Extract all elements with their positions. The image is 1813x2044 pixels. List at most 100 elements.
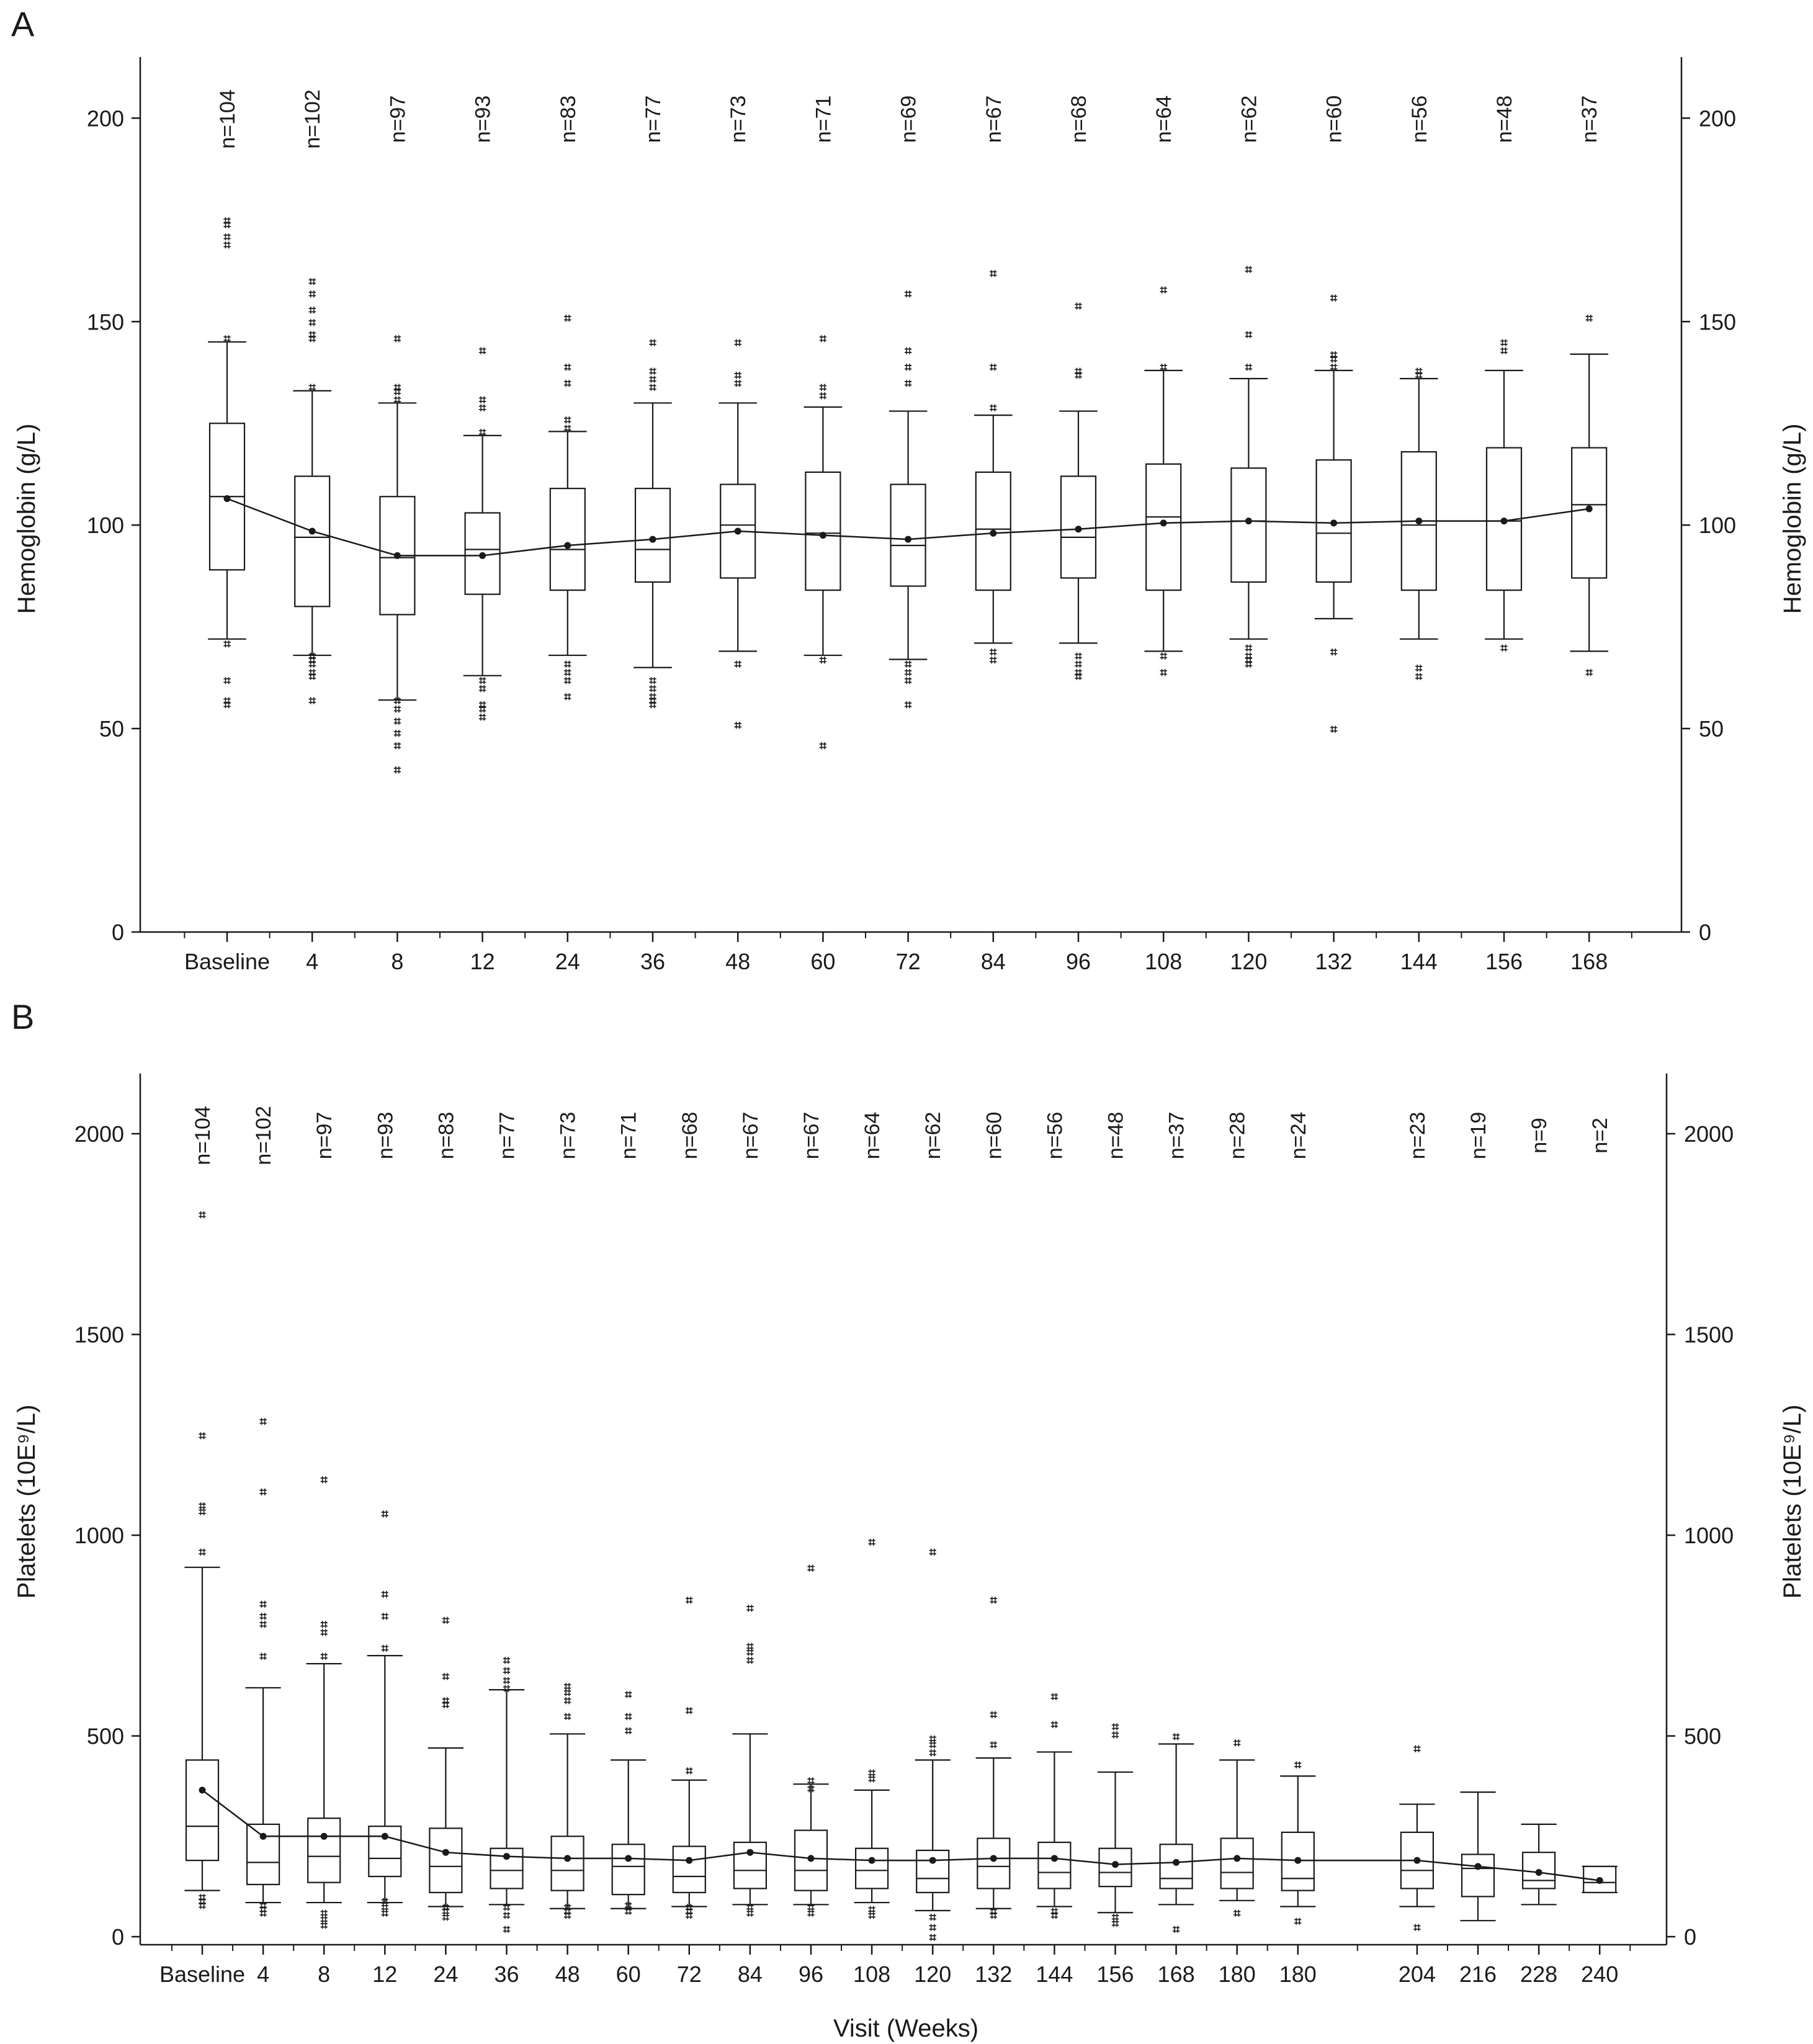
n-label: n=71 — [812, 96, 835, 143]
x-tick-label: 204 — [1399, 1961, 1436, 1987]
outlier-marker: ⌗ — [648, 699, 656, 712]
n-label: n=93 — [374, 1112, 397, 1160]
outlier-marker: ⌗ — [308, 670, 316, 684]
box-17: 180 n=28 ⌗ ⌗ — [1219, 1112, 1256, 1987]
x-tick-label: 24 — [433, 1961, 458, 1987]
outlier-marker: ⌗ — [478, 393, 486, 407]
outlier-marker: ⌗ — [259, 1618, 267, 1631]
outlier-marker: ⌗ — [320, 1919, 328, 1933]
y-tick-label-left: 0 — [112, 920, 124, 945]
outlier-marker: ⌗ — [1294, 1915, 1302, 1929]
n-label: n=102 — [252, 1106, 275, 1165]
outlier-marker: ⌗ — [746, 1901, 754, 1915]
outlier-marker: ⌗ — [320, 1913, 328, 1927]
outlier-marker: ⌗ — [807, 1783, 815, 1796]
outlier-marker: ⌗ — [648, 373, 656, 387]
box-18: 180 n=24 ⌗ ⌗ — [1279, 1112, 1317, 1987]
mean-point — [625, 1855, 632, 1862]
mean-point — [503, 1853, 510, 1860]
panel-b: B Platelets (10E⁹/L) Platelets (10E⁹/L) … — [11, 997, 1806, 2042]
box-21: 228 n=9 — [1520, 1118, 1557, 1987]
outlier-marker: ⌗ — [393, 739, 401, 753]
panel-b-label: B — [11, 997, 34, 1036]
outlier-marker: ⌗ — [929, 1911, 937, 1925]
outlier-marker: ⌗ — [563, 1909, 571, 1922]
n-label: n=60 — [982, 1112, 1006, 1160]
outlier-marker: ⌗ — [381, 1642, 389, 1656]
outlier-marker: ⌗ — [1413, 1742, 1421, 1756]
outlier-marker: ⌗ — [308, 287, 316, 301]
x-tick-label: 36 — [494, 1961, 519, 1987]
outlier-marker: ⌗ — [563, 691, 571, 704]
outlier-marker: ⌗ — [648, 674, 656, 688]
outlier-marker: ⌗ — [648, 683, 656, 696]
mean-point — [819, 532, 826, 539]
outlier-marker: ⌗ — [929, 1732, 937, 1746]
mean-point — [868, 1857, 875, 1864]
mean-point — [1585, 505, 1593, 513]
outlier-marker: ⌗ — [308, 694, 316, 708]
y-tick-label-left: 1000 — [74, 1523, 124, 1548]
outlier-marker: ⌗ — [223, 637, 231, 651]
outlier-marker: ⌗ — [685, 1905, 693, 1919]
box-7: 60n=71⌗⌗⌗⌗⌗ — [611, 1112, 647, 1987]
outlier-marker: ⌗ — [381, 1895, 389, 1909]
outlier-marker: ⌗ — [563, 1905, 571, 1919]
x-tick-label: Baseline — [184, 949, 270, 974]
outlier-marker: ⌗ — [308, 658, 316, 671]
x-tick-label: 240 — [1581, 1961, 1618, 1987]
x-tick-label: 8 — [391, 949, 403, 974]
outlier-marker: ⌗ — [1330, 349, 1338, 362]
outlier-marker: ⌗ — [442, 1911, 450, 1925]
x-tick-label: 96 — [1066, 949, 1091, 974]
outlier-marker: ⌗ — [393, 385, 401, 399]
outlier-marker: ⌗ — [685, 1909, 693, 1922]
panel-b-plot: 0 0 500 500 1000 1000 1500 1500 2000 2000 Baseline… — [74, 1074, 1734, 1987]
mean-point — [442, 1849, 449, 1856]
n-label: n=93 — [472, 96, 495, 143]
outlier-marker: ⌗ — [198, 1895, 206, 1909]
x-tick-label: 12 — [372, 1961, 397, 1987]
outlier-marker: ⌗ — [734, 377, 742, 391]
outlier-marker: ⌗ — [478, 674, 486, 688]
outlier-marker: ⌗ — [989, 645, 997, 659]
mean-point — [1330, 519, 1338, 527]
outlier-marker: ⌗ — [624, 1905, 632, 1919]
outlier-marker: ⌗ — [563, 414, 571, 428]
n-label: n=67 — [800, 1112, 823, 1160]
outlier-marker: ⌗ — [1415, 670, 1423, 684]
mean-point — [990, 1855, 997, 1862]
outlier-marker: ⌗ — [929, 1738, 937, 1752]
n-label: n=71 — [617, 1112, 641, 1160]
x-tick-label: 84 — [738, 1961, 763, 1987]
outlier-marker: ⌗ — [1585, 312, 1593, 326]
outlier-marker: ⌗ — [819, 333, 827, 346]
outlier-marker: ⌗ — [1074, 670, 1082, 684]
outlier-marker: ⌗ — [624, 1724, 632, 1738]
mean-point — [1413, 1857, 1421, 1864]
outlier-marker: ⌗ — [867, 1772, 875, 1786]
x-tick-label: 96 — [799, 1961, 823, 1987]
outlier-marker: ⌗ — [989, 654, 997, 668]
mean-point — [479, 552, 486, 559]
outlier-marker: ⌗ — [442, 1670, 450, 1684]
outlier-marker: ⌗ — [259, 1650, 267, 1664]
box-iqr — [634, 488, 671, 583]
n-label: n=97 — [313, 1112, 336, 1160]
box-iqr — [1230, 467, 1267, 583]
outlier-marker: ⌗ — [563, 666, 571, 679]
n-label: n=104 — [216, 89, 239, 149]
x-tick-label: 4 — [306, 949, 318, 974]
n-label: n=48 — [1104, 1112, 1128, 1160]
outlier-marker: ⌗ — [1111, 1911, 1119, 1925]
outlier-marker: ⌗ — [807, 1562, 815, 1576]
box-iqr — [550, 1836, 584, 1891]
box-iqr — [429, 1827, 463, 1893]
outlier-marker: ⌗ — [904, 658, 912, 671]
mean-point — [1500, 518, 1508, 525]
y-tick-label-left: 100 — [87, 513, 124, 538]
outlier-marker: ⌗ — [308, 654, 316, 668]
